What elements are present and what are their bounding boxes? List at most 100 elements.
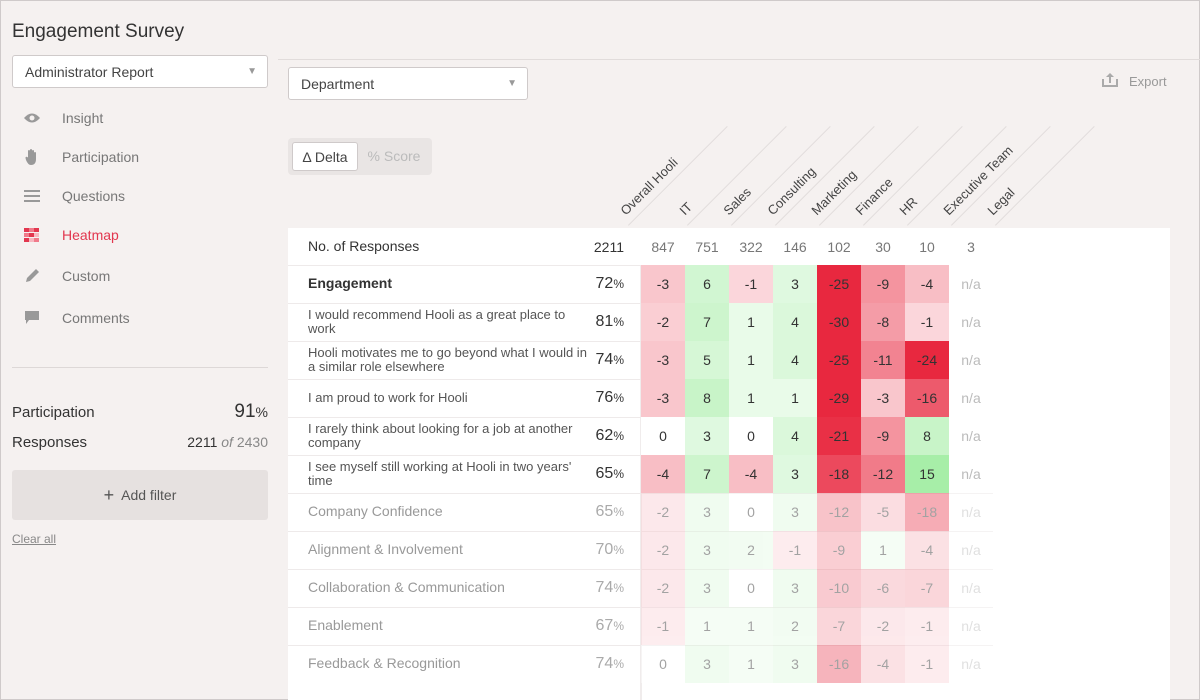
department-select[interactable]: Department ▼ — [288, 67, 528, 100]
heatmap-cell[interactable]: -4 — [729, 455, 773, 493]
heatmap-cell[interactable]: -9 — [817, 531, 861, 569]
heatmap-cell[interactable]: 8 — [685, 379, 729, 417]
heatmap-cell[interactable]: -4 — [905, 265, 949, 303]
heatmap-cell[interactable]: -7 — [817, 607, 861, 645]
heatmap-cell[interactable]: -1 — [905, 645, 949, 683]
heatmap-cell[interactable]: 0 — [641, 645, 685, 683]
heatmap-cell[interactable]: n/a — [949, 455, 993, 493]
heatmap-cell[interactable]: -11 — [861, 341, 905, 379]
table-row-label[interactable]: Alignment & Involvement — [308, 541, 463, 558]
heatmap-cell[interactable]: 0 — [729, 569, 773, 607]
heatmap-cell[interactable]: 1 — [729, 645, 773, 683]
heatmap-cell[interactable]: 1 — [773, 379, 817, 417]
heatmap-cell[interactable]: 0 — [641, 417, 685, 455]
heatmap-cell[interactable]: -29 — [817, 379, 861, 417]
table-row-label[interactable]: Company Confidence — [308, 503, 443, 520]
heatmap-cell[interactable]: -1 — [905, 607, 949, 645]
heatmap-cell[interactable]: 1 — [729, 379, 773, 417]
heatmap-cell[interactable]: 2 — [729, 531, 773, 569]
heatmap-cell[interactable]: 15 — [905, 455, 949, 493]
sidebar-item-insight[interactable]: Insight — [12, 98, 268, 137]
heatmap-cell[interactable]: -2 — [641, 493, 685, 531]
heatmap-cell[interactable]: 3 — [685, 531, 729, 569]
heatmap-cell[interactable]: -4 — [641, 455, 685, 493]
heatmap-cell[interactable]: -4 — [905, 531, 949, 569]
heatmap-cell[interactable]: -16 — [905, 379, 949, 417]
heatmap-cell[interactable]: 4 — [773, 341, 817, 379]
heatmap-cell[interactable]: 0 — [729, 417, 773, 455]
heatmap-cell[interactable]: 4 — [773, 417, 817, 455]
heatmap-cell[interactable]: -1 — [905, 303, 949, 341]
heatmap-cell[interactable]: 7 — [685, 303, 729, 341]
heatmap-cell[interactable]: -21 — [817, 417, 861, 455]
heatmap-cell[interactable]: 5 — [685, 341, 729, 379]
heatmap-cell[interactable]: -25 — [817, 341, 861, 379]
table-row-label[interactable]: Collaboration & Communication — [308, 579, 505, 596]
heatmap-cell[interactable]: -24 — [905, 341, 949, 379]
sidebar-item-participation[interactable]: Participation — [12, 137, 268, 176]
heatmap-cell[interactable]: 3 — [773, 265, 817, 303]
heatmap-cell[interactable]: -2 — [641, 531, 685, 569]
heatmap-cell[interactable]: -12 — [861, 455, 905, 493]
heatmap-cell[interactable]: 3 — [773, 493, 817, 531]
heatmap-cell[interactable]: -9 — [861, 417, 905, 455]
heatmap-cell[interactable]: 3 — [773, 569, 817, 607]
heatmap-cell[interactable]: -25 — [817, 265, 861, 303]
report-select[interactable]: Administrator Report ▼ — [12, 55, 268, 88]
heatmap-cell[interactable]: -18 — [817, 455, 861, 493]
delta-toggle-button[interactable]: Δ Delta — [292, 142, 358, 171]
heatmap-cell[interactable]: 3 — [685, 569, 729, 607]
heatmap-cell[interactable]: -18 — [905, 493, 949, 531]
heatmap-cell[interactable]: -1 — [641, 607, 685, 645]
heatmap-cell[interactable]: -6 — [861, 569, 905, 607]
heatmap-cell[interactable]: n/a — [949, 379, 993, 417]
heatmap-cell[interactable]: -2 — [641, 303, 685, 341]
heatmap-cell[interactable]: -5 — [861, 493, 905, 531]
heatmap-cell[interactable]: n/a — [949, 417, 993, 455]
heatmap-cell[interactable]: n/a — [949, 341, 993, 379]
score-toggle-button[interactable]: % Score — [367, 148, 421, 164]
table-row-label[interactable]: I rarely think about looking for a job a… — [308, 420, 573, 450]
heatmap-cell[interactable]: n/a — [949, 493, 993, 531]
heatmap-cell[interactable]: 1 — [729, 607, 773, 645]
heatmap-cell[interactable]: n/a — [949, 607, 993, 645]
heatmap-cell[interactable]: n/a — [949, 569, 993, 607]
heatmap-cell[interactable]: -3 — [641, 379, 685, 417]
heatmap-cell[interactable]: n/a — [949, 265, 993, 303]
heatmap-cell[interactable]: 3 — [685, 645, 729, 683]
table-row-label[interactable]: Hooli motivates me to go beyond what I w… — [308, 344, 587, 374]
heatmap-cell[interactable]: 1 — [729, 341, 773, 379]
sidebar-item-custom[interactable]: Custom — [12, 254, 268, 298]
heatmap-cell[interactable]: 1 — [729, 303, 773, 341]
heatmap-cell[interactable]: -16 — [817, 645, 861, 683]
heatmap-cell[interactable]: 3 — [773, 455, 817, 493]
table-row-label[interactable]: I am proud to work for Hooli — [308, 389, 468, 405]
heatmap-cell[interactable]: 7 — [685, 455, 729, 493]
heatmap-cell[interactable]: -10 — [817, 569, 861, 607]
heatmap-cell[interactable]: 1 — [685, 607, 729, 645]
heatmap-cell[interactable]: n/a — [949, 645, 993, 683]
heatmap-cell[interactable]: -2 — [641, 569, 685, 607]
sidebar-item-comments[interactable]: Comments — [12, 298, 268, 337]
sidebar-item-questions[interactable]: Questions — [12, 176, 268, 215]
heatmap-cell[interactable]: -3 — [641, 265, 685, 303]
heatmap-cell[interactable]: 6 — [685, 265, 729, 303]
heatmap-cell[interactable]: 3 — [685, 493, 729, 531]
heatmap-cell[interactable]: 2 — [773, 607, 817, 645]
heatmap-cell[interactable]: 8 — [905, 417, 949, 455]
heatmap-cell[interactable]: 3 — [773, 645, 817, 683]
heatmap-cell[interactable]: 3 — [685, 417, 729, 455]
heatmap-cell[interactable]: -1 — [729, 265, 773, 303]
heatmap-cell[interactable]: -1 — [773, 531, 817, 569]
heatmap-cell[interactable]: -2 — [861, 607, 905, 645]
table-row-label[interactable]: Enablement — [308, 617, 383, 634]
clear-all-link[interactable]: Clear all — [12, 532, 57, 546]
export-button[interactable]: Export — [1101, 72, 1167, 91]
heatmap-cell[interactable]: n/a — [949, 303, 993, 341]
heatmap-cell[interactable]: -12 — [817, 493, 861, 531]
heatmap-cell[interactable]: -8 — [861, 303, 905, 341]
add-filter-button[interactable]: + Add filter — [12, 470, 268, 520]
heatmap-cell[interactable]: -30 — [817, 303, 861, 341]
table-row-label[interactable]: Feedback & Recognition — [308, 655, 461, 672]
heatmap-cell[interactable]: 4 — [773, 303, 817, 341]
